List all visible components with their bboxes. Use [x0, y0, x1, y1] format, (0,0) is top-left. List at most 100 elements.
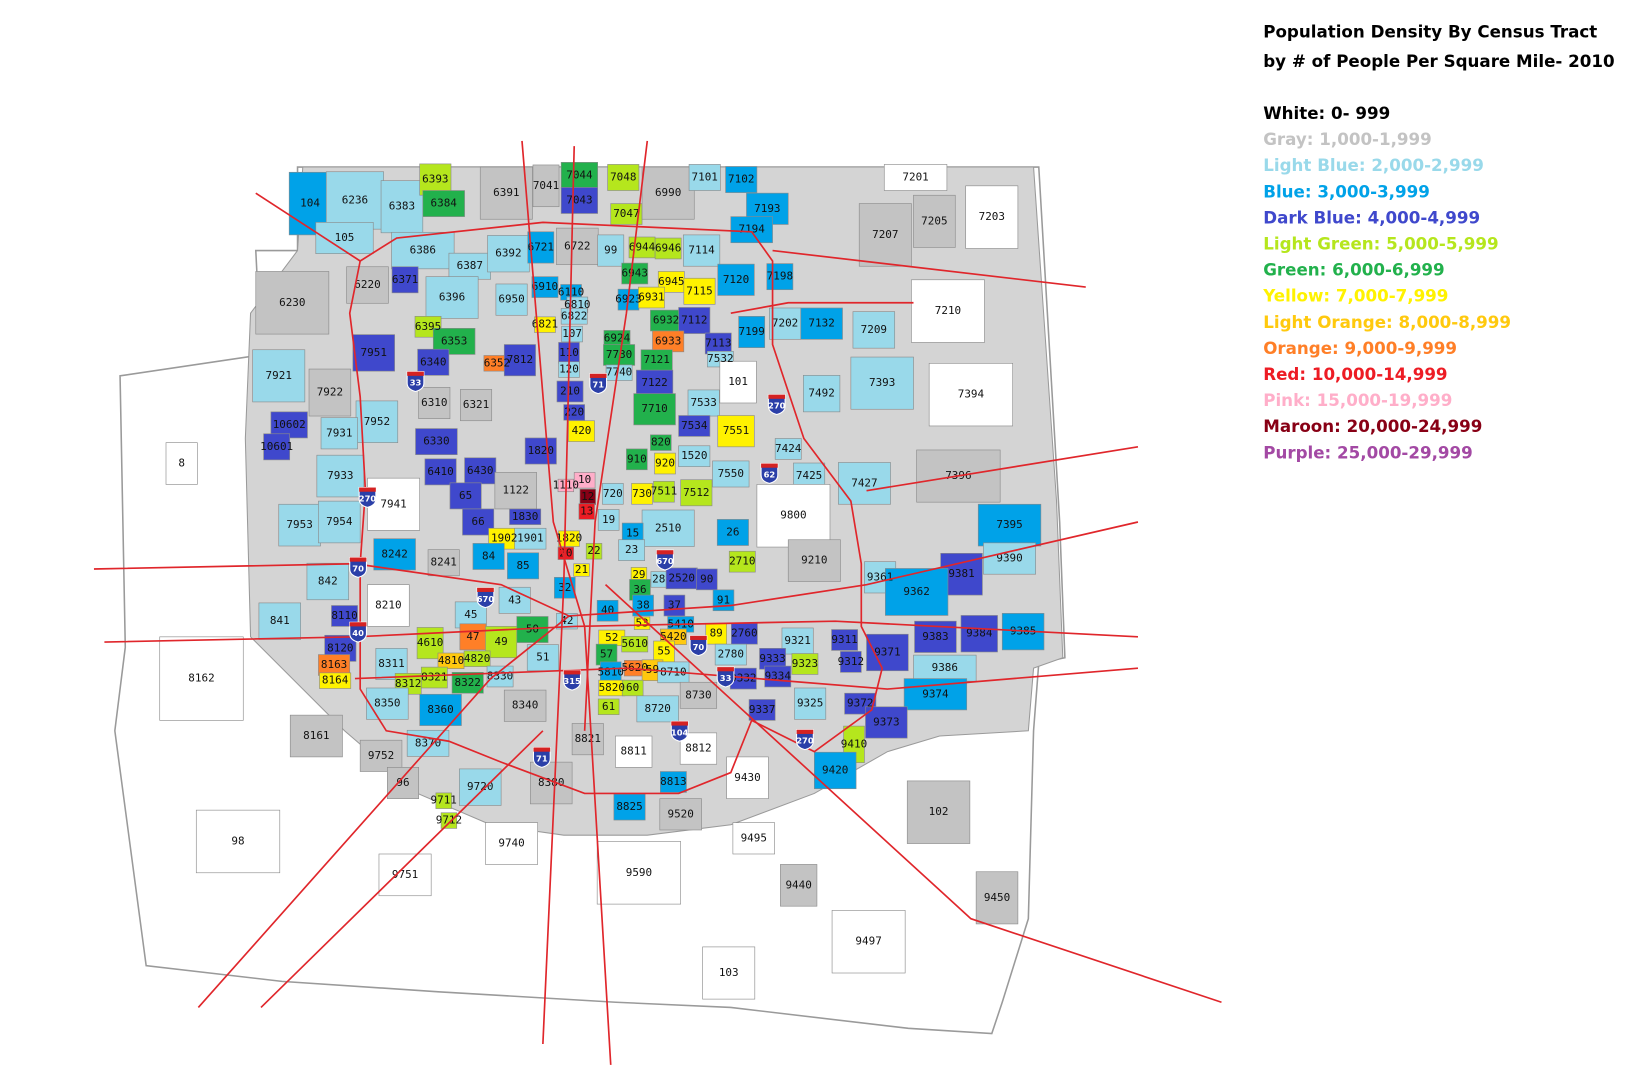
tract-label: 49 [495, 635, 508, 648]
shield-number: 270 [359, 494, 377, 504]
legend-title: Population Density By Census Tract [1263, 22, 1597, 42]
tract [678, 445, 711, 467]
tract-label: 7193 [754, 202, 780, 215]
tract-label: 6395 [415, 320, 441, 333]
tract [769, 307, 802, 340]
tract-label: 7201 [902, 170, 928, 183]
tract [636, 369, 674, 397]
tract-label: 9420 [822, 763, 848, 776]
tract-label: 51 [536, 651, 549, 664]
tract [378, 853, 432, 897]
tract [556, 227, 599, 265]
tract-label: 841 [270, 614, 290, 627]
tract-label: 10 [578, 473, 591, 486]
tract-label: 8340 [512, 699, 538, 712]
road [521, 140, 612, 1065]
tract-label: 55 [657, 644, 670, 657]
tract-label: 7533 [690, 396, 716, 409]
tract-label: 52 [605, 631, 618, 644]
tract [418, 387, 451, 419]
tract [494, 472, 537, 510]
tract-label: 102 [929, 805, 949, 818]
tract [571, 723, 604, 756]
tract-label: 6340 [420, 355, 446, 368]
shield-top [796, 729, 814, 734]
shield-number: 70 [352, 563, 364, 573]
tract-label: 8210 [375, 599, 401, 612]
tract-label: 7202 [772, 317, 798, 330]
tract [682, 234, 721, 267]
tract-label: 6310 [421, 396, 447, 409]
legend-item: Light Blue: 2,000-2,999 [1263, 155, 1484, 175]
tract-label: 820 [651, 436, 671, 449]
tract [560, 162, 599, 189]
tract-label: 6330 [423, 435, 449, 448]
tract [435, 792, 452, 809]
tract-label: 6386 [410, 244, 436, 257]
tract-label: 8322 [455, 676, 481, 689]
tract [495, 283, 528, 316]
tract-label: 10601 [260, 440, 293, 453]
tract-label: 7951 [361, 346, 387, 359]
tract [503, 344, 536, 377]
tract [252, 349, 306, 403]
tract [618, 539, 645, 561]
tract-label: 6721 [528, 240, 554, 253]
tract-label: 20 [559, 546, 572, 559]
tract [866, 633, 909, 672]
legend-item: Red: 10,000-14,999 [1263, 364, 1447, 384]
tract [568, 420, 595, 442]
tract-label: 7041 [533, 179, 559, 192]
tract [424, 458, 457, 486]
tract-label: 105 [335, 231, 355, 244]
road [255, 192, 361, 262]
tract-label: 6924 [604, 331, 631, 344]
tract-label: 90 [700, 572, 713, 585]
tract-label: 7393 [869, 376, 895, 389]
tract-label: 15 [626, 526, 639, 539]
tract [626, 448, 648, 471]
tract-label: 6430 [467, 464, 493, 477]
tract [638, 286, 665, 309]
tract [654, 237, 682, 260]
tract-label: 60 [626, 681, 639, 694]
tract [289, 714, 343, 758]
tract [560, 187, 599, 214]
shield-number: 71 [536, 753, 548, 763]
shield-number: 70 [693, 642, 705, 652]
tract-label: 7512 [683, 486, 709, 499]
tract [387, 767, 419, 799]
tract-label: 43 [508, 593, 521, 606]
tract-label: 9333 [759, 652, 785, 665]
tract-label: 8161 [303, 729, 329, 742]
tract-label: 9371 [874, 646, 900, 659]
road [354, 667, 1139, 690]
tract [503, 689, 547, 722]
tract-label: 9311 [831, 633, 857, 646]
shield-top [349, 557, 367, 562]
tract [774, 438, 802, 460]
tract-label: 36 [633, 583, 646, 596]
tract-label: 6230 [279, 296, 305, 309]
tract [858, 203, 912, 267]
tract [451, 672, 484, 694]
road [866, 446, 1139, 492]
legend-item: Orange: 9,000-9,999 [1263, 338, 1457, 358]
tract [427, 549, 460, 577]
road [542, 146, 576, 1045]
tract-label: 8730 [685, 688, 711, 701]
tract [928, 362, 1013, 427]
tract-label: 7207 [872, 228, 898, 241]
tract-label: 9495 [741, 831, 767, 844]
tract-label: 40 [601, 604, 614, 617]
shield-top [717, 667, 734, 672]
tract-label: 420 [572, 424, 592, 437]
tract-label: 4820 [464, 652, 490, 665]
tract-label: 8811 [621, 745, 647, 758]
tract [883, 164, 948, 191]
tract-label: 9373 [873, 715, 899, 728]
tract-label: 29 [632, 568, 645, 581]
tract-label: 7132 [808, 317, 834, 330]
legend: Population Density By Census Tract by # … [1262, 22, 1614, 463]
